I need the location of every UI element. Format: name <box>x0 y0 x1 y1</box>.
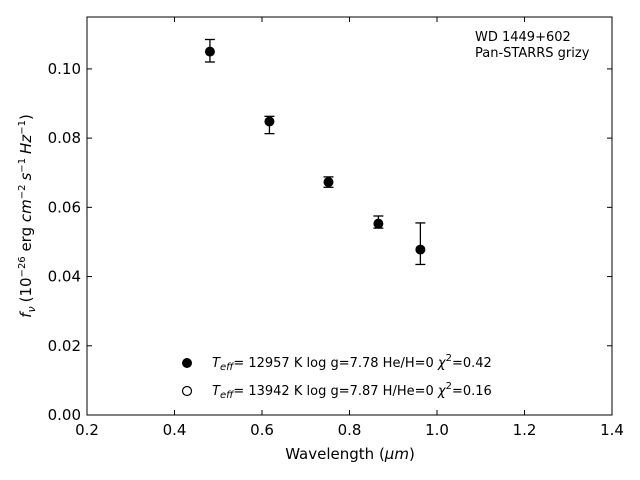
y-axis-ticks: 0.00 0.02 0.04 0.06 0.08 0.10 <box>48 60 612 424</box>
x-tick-label: 1.0 <box>425 421 449 439</box>
annotation-object-name: WD 1449+602 <box>475 30 571 45</box>
data-point <box>264 116 275 127</box>
legend: Teff= 12957 K log g=7.78 He/H=0 χ2=0.42 … <box>181 353 492 401</box>
x-tick-label: 0.6 <box>250 421 274 439</box>
x-tick-label: 0.2 <box>75 421 99 439</box>
data-point <box>323 177 334 188</box>
y-tick-label: 0.08 <box>48 129 81 147</box>
y-axis-label: fν(10−26 erg cm−2s−1Hz−1) <box>17 114 38 318</box>
x-tick-label: 0.4 <box>163 421 187 439</box>
y-tick-label: 0.06 <box>48 198 81 216</box>
legend-marker-open <box>181 385 193 397</box>
y-tick-label: 0.00 <box>48 406 81 424</box>
legend-marker-filled <box>182 358 192 368</box>
x-axis-ticks: 0.2 0.4 0.6 0.8 1.0 1.2 1.4 <box>75 17 624 439</box>
legend-entry-1: Teff= 12957 K log g=7.78 He/H=0 χ2=0.42 <box>212 353 492 373</box>
x-axis-label: Wavelength (μm) <box>285 445 415 463</box>
data-point <box>373 218 384 229</box>
data-points <box>204 38 426 266</box>
data-point <box>415 244 426 255</box>
y-tick-label: 0.02 <box>48 337 81 355</box>
x-tick-label: 1.2 <box>513 421 537 439</box>
data-point <box>204 46 215 57</box>
y-tick-label: 0.04 <box>48 268 81 286</box>
x-tick-label: 0.8 <box>338 421 362 439</box>
legend-entry-2: Teff= 13942 K log g=7.87 H/He=0 χ2=0.16 <box>212 381 492 401</box>
x-tick-label: 1.4 <box>600 421 624 439</box>
y-tick-label: 0.10 <box>48 60 81 78</box>
annotation-survey: Pan-STARRS grizy <box>475 46 590 61</box>
